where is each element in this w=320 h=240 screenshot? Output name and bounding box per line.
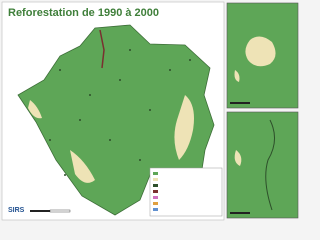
inset-scale: [230, 102, 250, 104]
inset-scale: [230, 212, 250, 214]
country-shape: [17, 24, 215, 216]
urban-patch: [234, 70, 240, 82]
legend-swatch: [153, 184, 158, 187]
legend-swatch: [153, 202, 158, 205]
deforested-patch: [28, 100, 42, 119]
legend: [149, 167, 223, 217]
logo: SIRS: [8, 207, 25, 214]
scattered-patches: [49, 49, 191, 176]
scale-segment: [49, 209, 71, 213]
inset-bottom: [226, 111, 299, 219]
legend-swatch: [153, 196, 158, 199]
title: Reforestation de 1990 à 2000: [8, 7, 159, 19]
legend-box: [149, 167, 223, 217]
legend-swatch: [153, 208, 158, 211]
urban-patch: [245, 36, 276, 67]
cleared-patch: [234, 150, 242, 166]
inset-top: [226, 2, 299, 109]
scale-segment: [30, 210, 50, 212]
deforested-patch: [70, 150, 95, 183]
legend-swatch: [153, 190, 158, 193]
reforestation-area: [99, 29, 105, 69]
deforested-patch: [174, 95, 194, 160]
inset-frame: [226, 111, 299, 219]
legend-swatch: [153, 172, 158, 175]
river: [265, 119, 275, 211]
map-slide: Reforestation de 1990 à 2000 SIRS: [0, 0, 300, 222]
scale-bar: [30, 209, 71, 213]
main-map: [17, 24, 215, 216]
legend-swatch: [153, 178, 158, 181]
